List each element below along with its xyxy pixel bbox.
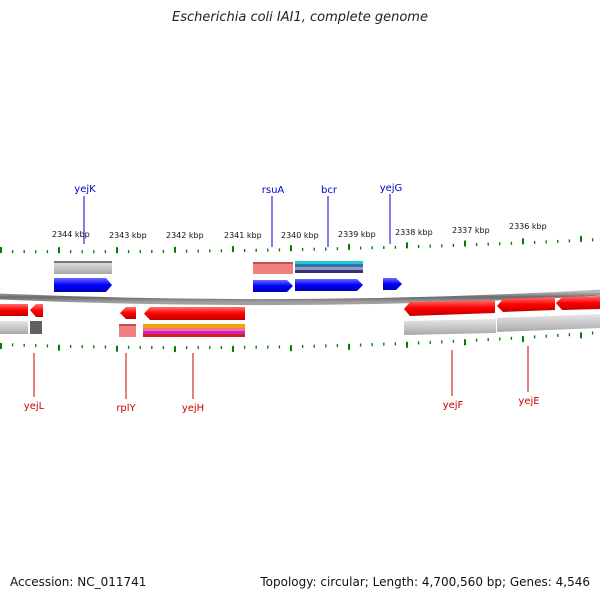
- feature-bar-yejK[interactable]: [54, 261, 112, 274]
- scale-label: 2337 kbp: [452, 226, 490, 235]
- gene-arrow-left-edge[interactable]: [0, 304, 28, 316]
- feature-bar-rsuA-top: [253, 262, 293, 264]
- scale-label: 2336 kbp: [509, 222, 547, 231]
- feature-bar-yejE[interactable]: [497, 314, 600, 332]
- gene-arrow-yejG[interactable]: [383, 278, 402, 290]
- scale-label: 2341 kbp: [224, 231, 262, 240]
- feature-bar-rsuA[interactable]: [253, 262, 293, 274]
- scale-label: 2344 kbp: [52, 230, 90, 239]
- gene-label-yejF[interactable]: yejF: [443, 400, 464, 411]
- feature-bar-rplY[interactable]: [119, 324, 136, 337]
- gene-label-yejG[interactable]: yejG: [380, 183, 403, 194]
- genome-backbone: [0, 289, 600, 306]
- scale-label: 2338 kbp: [395, 228, 433, 237]
- scale-ticks-bottom: [0, 331, 594, 353]
- gene-arrow-rplY[interactable]: [120, 307, 136, 319]
- gene-label-rplY[interactable]: rplY: [116, 403, 136, 414]
- gene-label-bcr[interactable]: bcr: [321, 185, 338, 196]
- scale-label: 2339 kbp: [338, 230, 376, 239]
- accession-text: Accession: NC_011741: [10, 575, 147, 589]
- gene-arrow-right-edge[interactable]: [556, 296, 600, 310]
- scale-label: 2343 kbp: [109, 231, 147, 240]
- scale-label: 2342 kbp: [166, 231, 204, 240]
- feature-bar-bcr-grey[interactable]: [295, 267, 363, 270]
- gene-label-yejL[interactable]: yejL: [24, 401, 45, 412]
- feature-bar-yejK-top: [54, 261, 112, 263]
- gene-arrow-bcr[interactable]: [295, 279, 363, 291]
- feature-bar-bcr-teal[interactable]: [295, 264, 363, 267]
- feature-bar-yejH-red[interactable]: [143, 334, 245, 337]
- feature-bar-yejH-magenta[interactable]: [143, 331, 245, 334]
- gene-label-yejH[interactable]: yejH: [182, 403, 204, 414]
- gene-arrow-yejE[interactable]: [497, 297, 555, 312]
- gene-label-yejE[interactable]: yejE: [518, 396, 539, 407]
- feature-bar-yejF[interactable]: [404, 319, 496, 335]
- feature-bar-yejH-pink[interactable]: [143, 328, 245, 331]
- gene-arrow-yejK[interactable]: [54, 278, 112, 292]
- gene-label-yejK[interactable]: yejK: [74, 184, 96, 195]
- feature-bar-left-edge[interactable]: [0, 321, 28, 334]
- genome-title: Escherichia coli IAI1, complete genome: [172, 10, 428, 25]
- feature-bar-yejL[interactable]: [30, 321, 42, 334]
- gene-arrow-rsuA[interactable]: [253, 280, 293, 292]
- gene-label-rsuA[interactable]: rsuA: [262, 185, 285, 196]
- genome-summary-text: Topology: circular; Length: 4,700,560 bp…: [260, 575, 590, 589]
- gene-arrow-yejF[interactable]: [404, 300, 495, 316]
- feature-bar-bcr-navy[interactable]: [295, 270, 363, 273]
- feature-bar-bcr-cyan[interactable]: [295, 261, 363, 264]
- feature-bar-yejH-orange[interactable]: [143, 324, 245, 328]
- gene-arrow-yejH[interactable]: [144, 307, 245, 320]
- feature-bar-rplY-top: [119, 324, 136, 326]
- gene-arrow-yejL[interactable]: [30, 304, 43, 317]
- scale-ticks-top: [0, 235, 594, 254]
- scale-label: 2340 kbp: [281, 231, 319, 240]
